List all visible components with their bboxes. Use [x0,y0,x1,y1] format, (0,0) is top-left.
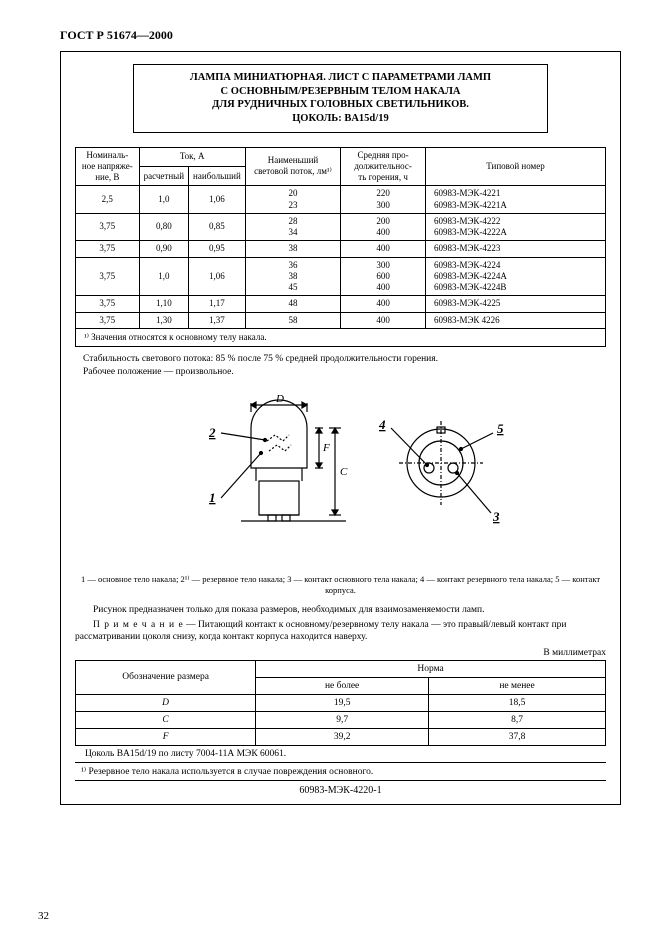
svg-text:C: C [340,466,348,478]
svg-text:2: 2 [208,425,216,440]
parameters-table: Номиналь-ное напряже-ние, В Ток, А Наиме… [75,147,606,348]
table-row: 3,751,301,375840060983-МЭК 4226 [76,312,606,328]
diagram-caption: 1 — основное тело накала; 2¹⁾ — резервно… [75,574,606,596]
document-frame: ЛАМПА МИНИАТЮРНАЯ. ЛИСТ С ПАРАМЕТРАМИ ЛА… [60,51,621,805]
table-row: 3,750,800,85283420040060983-МЭК-42226098… [76,213,606,241]
title-line-1: ЛАМПА МИНИАТЮРНАЯ. ЛИСТ С ПАРАМЕТРАМИ ЛА… [140,71,540,85]
page: ГОСТ Р 51674—2000 ЛАМПА МИНИАТЮРНАЯ. ЛИС… [0,0,661,936]
th-dim-max: не более [256,677,429,694]
standard-code: ГОСТ Р 51674—2000 [60,28,621,43]
th-life: Средняя про-должительнос-ть горения, ч [341,147,426,186]
th-calc: расчетный [139,166,188,185]
th-flux: Наименьшийсветовой поток, лм¹⁾ [245,147,340,186]
note-stability: Стабильность светового потока: 85 % посл… [83,353,598,366]
table-footnote: ¹⁾ Значения относятся к основному телу н… [76,328,606,346]
sheet-number: 60983-МЭК-4220-1 [75,785,606,796]
table-row: 3,751,101,174840060983-МЭК-4225 [76,296,606,312]
th-voltage: Номиналь-ное напряже-ние, В [76,147,140,186]
th-dim-min: не менее [429,677,606,694]
th-current: Ток, А [139,147,245,166]
paragraph-purpose: Рисунок предназначен только для показа р… [75,604,606,616]
title-line-4: ЦОКОЛЬ: BA15d/19 [140,112,540,126]
th-desig: Обозначение размера [76,660,256,694]
svg-text:1: 1 [209,490,216,505]
table-row: 3,750,900,953840060983-МЭК-4223 [76,241,606,257]
lamp-diagram: 1 2 D F C 3 4 5 [161,393,521,563]
th-typenum: Типовой номер [425,147,605,186]
table-row: F39,237,8 [76,728,606,745]
table-row: C9,78,7 [76,711,606,728]
divider [75,762,606,763]
title-box: ЛАМПА МИНИАТЮРНАЯ. ЛИСТ С ПАРАМЕТРАМИ ЛА… [133,64,547,133]
divider [75,780,606,781]
page-number: 32 [38,910,49,922]
svg-text:F: F [322,442,330,454]
svg-text:4: 4 [378,417,386,432]
reserve-footnote: ¹⁾ Резервное тело накала используется в … [75,766,606,777]
th-max: наибольший [189,166,246,185]
note-position: Рабочее положение — произвольное. [83,366,598,379]
svg-text:D: D [275,393,284,405]
note-label: П р и м е ч а н и е [93,620,184,630]
title-line-2: С ОСНОВНЫМ/РЕЗЕРВНЫМ ТЕЛОМ НАКАЛА [140,85,540,99]
table-row: D19,518,5 [76,694,606,711]
table-footnote-row: ¹⁾ Значения относятся к основному телу н… [76,328,606,346]
units-label: В миллиметрах [75,648,606,658]
notes-block: Стабильность светового потока: 85 % посл… [75,349,606,389]
svg-text:3: 3 [492,509,500,524]
table-row: 2,51,01,06202322030060983-МЭК-422160983-… [76,186,606,214]
dimensions-table: Обозначение размера Норма не более не ме… [75,660,606,746]
paragraph-note: П р и м е ч а н и е — Питающий контакт к… [75,619,606,644]
th-norm: Норма [256,660,606,677]
cap-reference: Цоколь BA15d/19 по листу 7004-11А МЭК 60… [75,749,606,759]
diagram-area: 1 2 D F C 3 4 5 [75,393,606,568]
title-line-3: ДЛЯ РУДНИЧНЫХ ГОЛОВНЫХ СВЕТИЛЬНИКОВ. [140,98,540,112]
svg-text:5: 5 [497,421,504,436]
table-row: 3,751,01,0636384530060040060983-МЭК-4224… [76,257,606,296]
